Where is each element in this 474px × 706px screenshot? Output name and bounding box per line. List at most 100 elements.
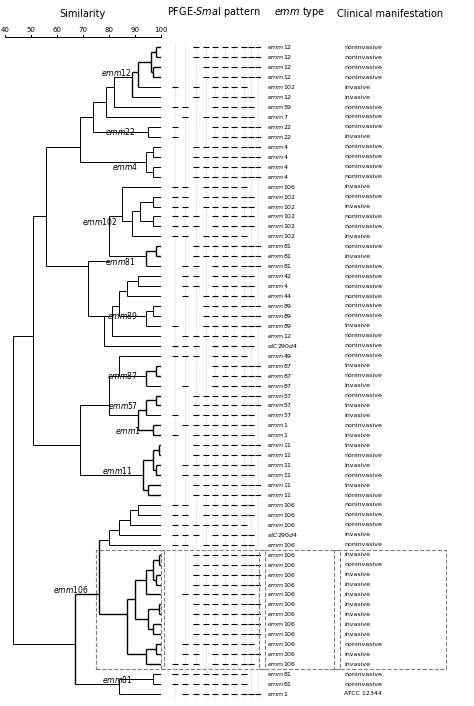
Text: noninvasive: noninvasive — [344, 294, 382, 299]
Text: noninvasive: noninvasive — [344, 562, 382, 567]
Text: noninvasive: noninvasive — [344, 393, 382, 398]
Text: $\it{emm12}$: $\it{emm12}$ — [267, 43, 292, 52]
Text: $\it{emm89}$: $\it{emm89}$ — [107, 311, 138, 321]
Text: $\it{emm42}$: $\it{emm42}$ — [267, 272, 292, 280]
Text: $\it{emm106}$: $\it{emm106}$ — [267, 501, 296, 509]
Bar — [161, 550, 265, 669]
Text: $\it{emm102}$: $\it{emm102}$ — [267, 193, 296, 201]
Text: $\it{emm102}$: $\it{emm102}$ — [267, 213, 296, 220]
Text: noninvasive: noninvasive — [344, 642, 382, 647]
Text: noninvasive: noninvasive — [344, 45, 382, 50]
Text: noninvasive: noninvasive — [344, 214, 382, 219]
Text: invasive: invasive — [344, 433, 370, 438]
Text: $\it{emm12}$: $\it{emm12}$ — [267, 53, 292, 61]
Text: noninvasive: noninvasive — [344, 174, 382, 179]
Text: Clinical manifestation: Clinical manifestation — [337, 9, 443, 19]
Text: noninvasive: noninvasive — [344, 304, 382, 309]
Text: 40: 40 — [0, 27, 9, 33]
Text: noninvasive: noninvasive — [344, 681, 382, 686]
Text: $\it{emm57}$: $\it{emm57}$ — [267, 402, 292, 409]
Text: noninvasive: noninvasive — [344, 453, 382, 457]
Text: $\it{emm11}$: $\it{emm11}$ — [267, 481, 292, 489]
Text: invasive: invasive — [344, 363, 370, 368]
Text: invasive: invasive — [344, 134, 370, 139]
Text: $\it{emm106}$: $\it{emm106}$ — [267, 570, 296, 579]
Text: invasive: invasive — [344, 85, 370, 90]
Text: invasive: invasive — [344, 652, 370, 657]
Text: $\it{emm12}$: $\it{emm12}$ — [100, 66, 131, 78]
Text: $\it{emm102}$: $\it{emm102}$ — [82, 216, 117, 227]
Text: $\it{emm44}$: $\it{emm44}$ — [267, 292, 292, 300]
Text: $\it{emm106}$: $\it{emm106}$ — [267, 621, 296, 628]
Text: $\it{emm106}$: $\it{emm106}$ — [267, 541, 296, 549]
Text: noninvasive: noninvasive — [344, 513, 382, 517]
Text: $\it{stC290d4}$: $\it{stC290d4}$ — [267, 342, 298, 349]
Text: invasive: invasive — [344, 592, 370, 597]
Text: $\it{emm81}$: $\it{emm81}$ — [105, 256, 135, 267]
Text: invasive: invasive — [344, 383, 370, 388]
Text: $\it{emm1}$: $\it{emm1}$ — [115, 425, 140, 436]
Text: $\it{emm106}$: $\it{emm106}$ — [53, 584, 88, 595]
Text: noninvasive: noninvasive — [344, 224, 382, 229]
Text: $\it{emm81}$: $\it{emm81}$ — [267, 680, 292, 688]
Text: noninvasive: noninvasive — [344, 104, 382, 109]
Text: $\it{emm87}$: $\it{emm87}$ — [267, 371, 292, 380]
Text: $\it{emm106}$: $\it{emm106}$ — [267, 521, 296, 529]
Text: $\it{emm57}$: $\it{emm57}$ — [108, 400, 138, 411]
Text: noninvasive: noninvasive — [344, 503, 382, 508]
Text: $\it{emm}$ type: $\it{emm}$ type — [274, 6, 326, 19]
Text: invasive: invasive — [344, 582, 370, 587]
Text: 80: 80 — [105, 27, 113, 33]
Text: $\it{emm106}$: $\it{emm106}$ — [267, 590, 296, 599]
Text: invasive: invasive — [344, 552, 370, 557]
Text: invasive: invasive — [344, 413, 370, 418]
Text: noninvasive: noninvasive — [344, 114, 382, 119]
Text: invasive: invasive — [344, 632, 370, 637]
Text: $\it{emm4}$: $\it{emm4}$ — [267, 162, 288, 171]
Text: 50: 50 — [27, 27, 35, 33]
Text: noninvasive: noninvasive — [344, 284, 382, 289]
Text: invasive: invasive — [344, 602, 370, 607]
Text: noninvasive: noninvasive — [344, 423, 382, 428]
Text: $\it{emm106}$: $\it{emm106}$ — [267, 561, 296, 568]
Bar — [259, 550, 340, 669]
Text: $\it{emm81}$: $\it{emm81}$ — [267, 252, 292, 261]
Bar — [334, 550, 446, 669]
Text: invasive: invasive — [344, 323, 370, 328]
Text: noninvasive: noninvasive — [344, 313, 382, 318]
Text: $\it{emm1}$: $\it{emm1}$ — [267, 431, 288, 439]
Text: $\it{emm59}$: $\it{emm59}$ — [267, 103, 292, 111]
Text: $\it{emm106}$: $\it{emm106}$ — [267, 600, 296, 609]
Text: $\it{emm89}$: $\it{emm89}$ — [267, 322, 292, 330]
Text: noninvasive: noninvasive — [344, 155, 382, 160]
Text: invasive: invasive — [344, 204, 370, 209]
Text: PFGE-$\it{Sma}$I pattern: PFGE-$\it{Sma}$I pattern — [166, 6, 260, 19]
Text: $\it{emm81}$: $\it{emm81}$ — [267, 670, 292, 678]
Text: $\it{emm22}$: $\it{emm22}$ — [267, 123, 292, 131]
Text: $\it{emm4}$: $\it{emm4}$ — [267, 282, 288, 290]
Text: invasive: invasive — [344, 462, 370, 467]
Text: noninvasive: noninvasive — [344, 671, 382, 676]
Text: $\it{emm106}$: $\it{emm106}$ — [267, 611, 296, 618]
Text: $\it{emm7}$: $\it{emm7}$ — [267, 113, 288, 121]
Bar — [96, 550, 164, 669]
Text: noninvasive: noninvasive — [344, 343, 382, 348]
Text: $\it{emm106}$: $\it{emm106}$ — [267, 580, 296, 589]
Text: noninvasive: noninvasive — [344, 373, 382, 378]
Text: noninvasive: noninvasive — [344, 164, 382, 169]
Text: 70: 70 — [79, 27, 87, 33]
Text: invasive: invasive — [344, 95, 370, 100]
Text: noninvasive: noninvasive — [344, 333, 382, 338]
Text: $\it{emm11}$: $\it{emm11}$ — [267, 471, 292, 479]
Text: $\it{emm4}$: $\it{emm4}$ — [267, 152, 288, 161]
Text: $\it{emm4}$: $\it{emm4}$ — [112, 161, 138, 172]
Text: $\it{emm87}$: $\it{emm87}$ — [267, 361, 292, 370]
Text: noninvasive: noninvasive — [344, 194, 382, 199]
Text: invasive: invasive — [344, 253, 370, 258]
Text: 90: 90 — [131, 27, 139, 33]
Text: invasive: invasive — [344, 612, 370, 617]
Text: $\it{emm81}$: $\it{emm81}$ — [102, 674, 132, 685]
Text: $\it{emm11}$: $\it{emm11}$ — [267, 441, 292, 449]
Text: $\it{emm49}$: $\it{emm49}$ — [267, 352, 292, 360]
Text: $\it{emm102}$: $\it{emm102}$ — [267, 232, 296, 240]
